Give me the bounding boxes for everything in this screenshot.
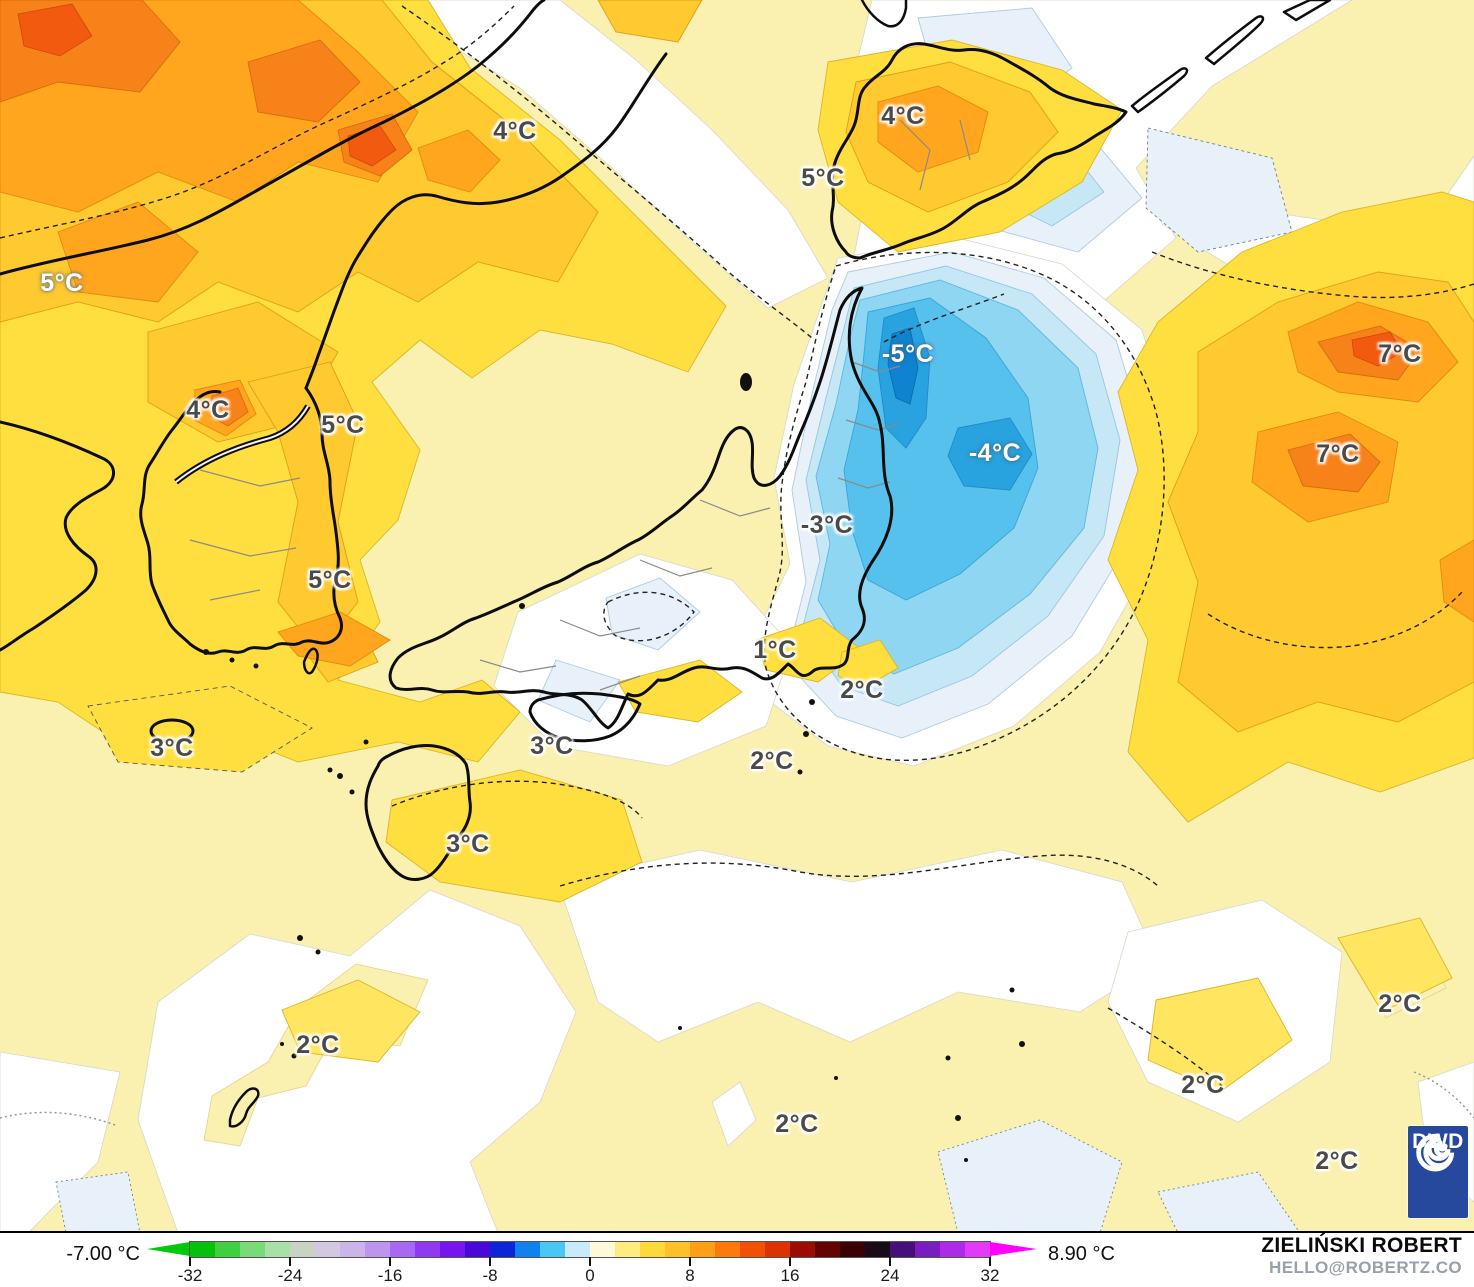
colorbar-tick-label: 16 bbox=[780, 1266, 800, 1285]
colorbar-max-value: 8.90 °C bbox=[1048, 1243, 1115, 1265]
colorbar-tick-mark bbox=[589, 1257, 591, 1266]
colorbar-segment bbox=[515, 1242, 540, 1257]
colorbar-segment bbox=[290, 1242, 315, 1257]
colorbar-tick-mark bbox=[989, 1257, 991, 1266]
colorbar-segment bbox=[565, 1242, 590, 1257]
colorbar-segment bbox=[265, 1242, 290, 1257]
dashed-contours bbox=[0, 5, 1474, 1127]
colorbar-segment bbox=[365, 1242, 390, 1257]
colorbar-segment bbox=[690, 1242, 715, 1257]
cold-anomaly-core bbox=[815, 279, 1099, 675]
colorbar-tick-label: 32 bbox=[980, 1266, 1000, 1285]
colorbar-segment bbox=[415, 1242, 440, 1257]
credit-contact: HELLO@ROBERTZ.CO bbox=[1269, 1258, 1462, 1278]
colorbar-tick-mark bbox=[789, 1257, 791, 1266]
colorbar-segment bbox=[540, 1242, 565, 1257]
colorbar-segment bbox=[465, 1242, 490, 1257]
admin-boundaries bbox=[189, 119, 971, 691]
temperature-anomaly-map: 5°C 4°C 5°C 4°C 4°C 5°C 5°C -5°C -4°C -3°C 7°C 7°C 1… bbox=[0, 0, 1474, 1233]
colorbar-segment bbox=[440, 1242, 465, 1257]
colorbar-tick-label: 8 bbox=[685, 1266, 695, 1285]
colorbar-segment bbox=[790, 1242, 815, 1257]
colorbar-tick-label: -16 bbox=[377, 1266, 403, 1285]
weather-map-canvas bbox=[0, 0, 1474, 1231]
colorbar-tick-mark bbox=[289, 1257, 291, 1266]
small-islands bbox=[203, 373, 1025, 1162]
colorbar-segment bbox=[590, 1242, 615, 1257]
colorbar-tick-label: -32 bbox=[177, 1266, 203, 1285]
colorbar-segment bbox=[615, 1242, 640, 1257]
colorbar-segment bbox=[315, 1242, 340, 1257]
yalu-river-border bbox=[174, 404, 311, 485]
colorbar-segment bbox=[865, 1242, 890, 1257]
colorbar-segment bbox=[740, 1242, 765, 1257]
colorbar-segment bbox=[715, 1242, 740, 1257]
colorbar-segment bbox=[240, 1242, 265, 1257]
colorbar-segment bbox=[490, 1242, 515, 1257]
credits: ZIELIŃSKI ROBERT HELLO@ROBERTZ.CO bbox=[1261, 1234, 1462, 1278]
colorbar-tick-mark bbox=[389, 1257, 391, 1266]
colorbar-tick-label: -8 bbox=[482, 1266, 498, 1285]
colorbar-tick-mark bbox=[189, 1257, 191, 1266]
colorbar-segment bbox=[890, 1242, 915, 1257]
colorbar-strip: -7.00 °C 8.90 °C -32 -24 -16 -8 0 8 16 24 32 ZIE… bbox=[0, 1233, 1474, 1287]
colorbar-gradient bbox=[189, 1241, 991, 1258]
colorbar-tick-mark bbox=[889, 1257, 891, 1266]
dwd-spiral-icon bbox=[1416, 1133, 1455, 1172]
red-orange-specks bbox=[17, 3, 1403, 367]
colorbar-tick-label: 24 bbox=[880, 1266, 900, 1285]
colorbar-right-arrow bbox=[990, 1242, 1037, 1256]
credit-author: ZIELIŃSKI ROBERT bbox=[1261, 1234, 1462, 1257]
colorbar-segment bbox=[765, 1242, 790, 1257]
colorbar-segment bbox=[815, 1242, 840, 1257]
colorbar-segment bbox=[965, 1242, 990, 1257]
colorbar-segment bbox=[640, 1242, 665, 1257]
colorbar-segment bbox=[665, 1242, 690, 1257]
coastlines bbox=[0, 0, 1332, 1128]
colorbar-tick-label: 0 bbox=[585, 1266, 595, 1285]
colorbar-tick-label: -24 bbox=[277, 1266, 303, 1285]
colorbar-segment bbox=[190, 1242, 215, 1257]
colorbar-min-value: -7.00 °C bbox=[66, 1243, 140, 1265]
colorbar-segment bbox=[340, 1242, 365, 1257]
colorbar-segment bbox=[940, 1242, 965, 1257]
colorbar-segment bbox=[915, 1242, 940, 1257]
colorbar-segment bbox=[215, 1242, 240, 1257]
colorbar-left-arrow bbox=[147, 1242, 190, 1256]
colorbar-tick-mark bbox=[489, 1257, 491, 1266]
dwd-logo: DWD bbox=[1408, 1126, 1468, 1218]
colorbar-segment bbox=[840, 1242, 865, 1257]
colorbar-segment bbox=[390, 1242, 415, 1257]
colorbar-tick-mark bbox=[689, 1257, 691, 1266]
